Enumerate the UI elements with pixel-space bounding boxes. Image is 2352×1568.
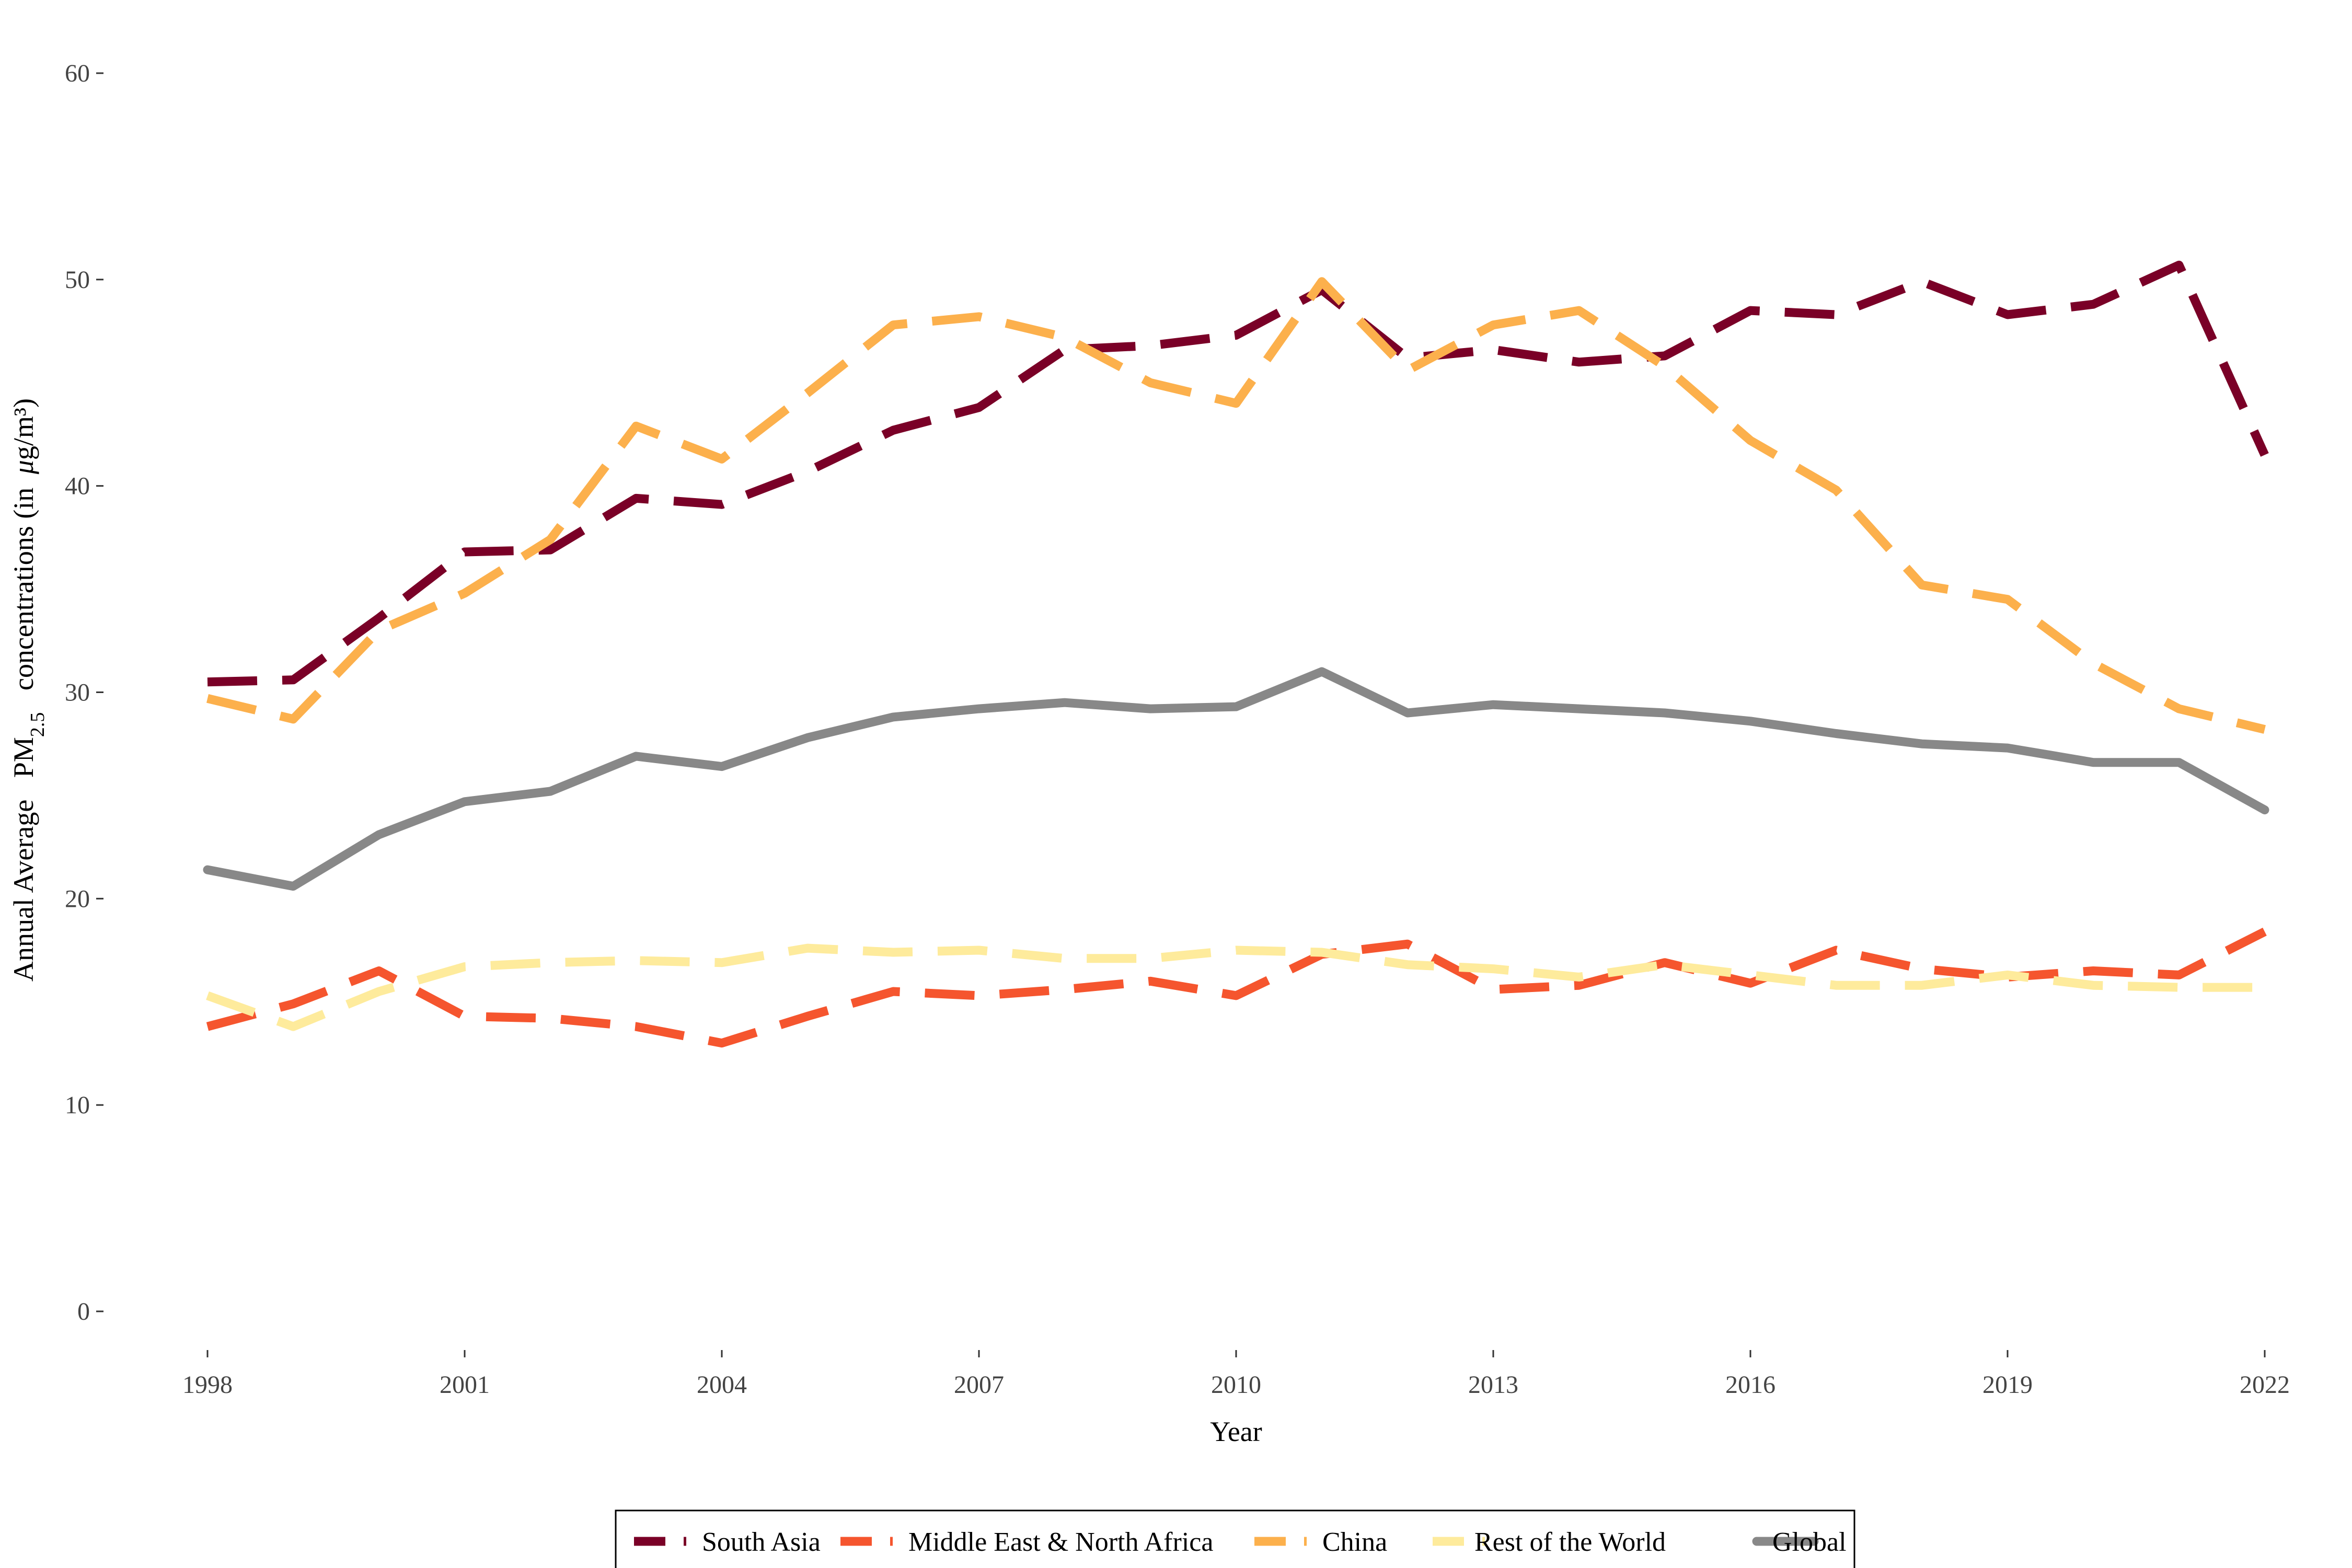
y-tick-label-30: 30: [65, 679, 90, 707]
y-axis-title-pm-sub: 2.5: [27, 712, 49, 737]
x-tick-label-2022: 2022: [2240, 1371, 2290, 1399]
y-axis: 0 10 20 30 40 50 60: [65, 60, 103, 1325]
y-axis-title-suffix: concentrations (in: [8, 488, 39, 690]
x-tick-label-2001: 2001: [440, 1371, 490, 1399]
plot-area: [203, 260, 2269, 1048]
legend: South Asia Middle East & North Africa Chin…: [615, 1509, 1855, 1568]
y-axis-title-prefix: Annual Average: [8, 800, 39, 982]
x-tick-label-2016: 2016: [1725, 1371, 1775, 1399]
x-tick-label-2013: 2013: [1468, 1371, 1518, 1399]
legend-label-south-asia: South Asia: [702, 1527, 821, 1557]
y-axis-title-pm: PM: [8, 737, 39, 778]
x-axis-title: Year: [1210, 1416, 1262, 1447]
y-tick-label-50: 50: [65, 266, 90, 294]
legend-box: [615, 1509, 1855, 1568]
legend-label-china: China: [1322, 1527, 1387, 1557]
legend-label-rest-of-the-world: Rest of the World: [1474, 1527, 1666, 1557]
y-tick-label-20: 20: [65, 885, 90, 913]
series-line-middle-east-and-north-africa: [206, 927, 2267, 1048]
x-tick-label-2010: 2010: [1211, 1371, 1261, 1399]
x-tick-label-2007: 2007: [954, 1371, 1004, 1399]
y-tick-label-60: 60: [65, 60, 90, 87]
x-tick-label-2004: 2004: [697, 1371, 747, 1399]
series-line-china: [206, 277, 2266, 734]
legend-items: South Asia Middle East & North Africa Chin…: [634, 1527, 1847, 1557]
y-tick-label-10: 10: [65, 1091, 90, 1119]
y-tick-label-0: 0: [77, 1298, 90, 1325]
x-tick-label-2019: 2019: [1982, 1371, 2033, 1399]
x-axis: 1998 2001 2004 2007 2010 2013 2016 2019 2022: [182, 1350, 2290, 1399]
legend-label-global: Global: [1772, 1527, 1847, 1557]
series-line-south-asia: [207, 260, 2269, 687]
y-axis-title-mu: μ: [8, 460, 39, 475]
series-line-rest-of-the-world: [206, 943, 2265, 1031]
y-axis-title: Annual Average PM2.5 concentrations (in …: [8, 398, 49, 982]
y-axis-title-unit: g/m³): [8, 398, 39, 460]
legend-label-middle-east-and-north-africa: Middle East & North Africa: [908, 1527, 1213, 1557]
x-tick-label-1998: 1998: [182, 1371, 233, 1399]
series-line-global: [203, 667, 2269, 891]
y-tick-label-40: 40: [65, 472, 90, 500]
